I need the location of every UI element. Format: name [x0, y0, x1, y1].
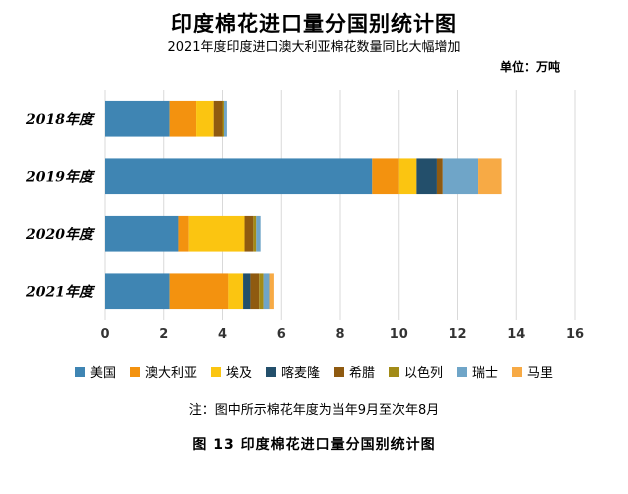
legend-label: 美国: [89, 366, 116, 381]
bar-segment: [256, 215, 261, 252]
bar-segment: [105, 273, 170, 310]
chart-note: 注：图中所示棉花年度为当年9月至次年8月: [188, 403, 440, 418]
bar-segment: [105, 100, 170, 137]
bar-segment: [178, 215, 189, 252]
bar-segment: [253, 215, 257, 252]
legend-swatch: [210, 366, 221, 377]
x-tick-label: 16: [566, 327, 584, 342]
chart-legend: 美国 澳大利亚 埃及 喀麦隆 希腊 以色列 瑞士 马里: [0, 362, 628, 381]
x-tick-label: 4: [218, 327, 227, 342]
bar-segment: [105, 158, 373, 195]
bar-segment: [188, 215, 245, 252]
bar-segment: [222, 100, 224, 137]
x-tick-label: 0: [100, 327, 109, 342]
y-category-label: 2021年度: [25, 283, 96, 300]
bar-segment: [436, 158, 443, 195]
bar-segment: [105, 215, 179, 252]
legend-label: 以色列: [404, 366, 444, 381]
chart-subtitle: 2021年度印度进口澳大利亚棉花数量同比大幅增加: [167, 40, 461, 55]
legend-swatch: [334, 366, 344, 377]
legend-item: 希腊: [334, 362, 375, 381]
legend-swatch: [457, 366, 468, 377]
y-category-label: 2019年度: [25, 168, 96, 185]
legend-item: 埃及: [210, 362, 252, 381]
bar-segment: [398, 158, 417, 195]
legend-label: 埃及: [225, 366, 252, 381]
legend-swatch: [389, 366, 400, 377]
bar-segment: [196, 100, 214, 137]
bar-segment: [169, 100, 197, 137]
bar-segment: [259, 273, 264, 310]
bar-segment: [442, 158, 479, 195]
legend-item: 瑞士: [457, 362, 498, 381]
x-tick-label: 8: [335, 327, 344, 342]
bar-segment: [213, 100, 223, 137]
bar-segment: [372, 158, 399, 195]
figure-caption: 图 13 印度棉花进口量分国别统计图: [192, 437, 436, 453]
unit-label: 单位：万吨: [499, 60, 560, 74]
legend-label: 喀麦隆: [280, 366, 320, 381]
bar-segment: [416, 158, 437, 195]
y-category-label: 2020年度: [25, 226, 96, 243]
legend-swatch: [512, 366, 523, 377]
x-tick-label: 12: [448, 327, 466, 342]
x-tick-label: 2: [159, 327, 168, 342]
bar-segment: [228, 273, 244, 310]
bar-segment: [243, 273, 251, 310]
legend-swatch: [74, 366, 85, 377]
legend-item: 澳大利亚: [129, 362, 197, 381]
bar-segment: [478, 158, 502, 195]
legend-item: 以色列: [389, 362, 443, 381]
legend-swatch: [265, 366, 276, 377]
legend-label: 澳大利亚: [144, 366, 197, 381]
x-tick-label: 10: [390, 327, 408, 342]
bar-segment: [223, 100, 227, 137]
x-tick-label: 14: [507, 327, 525, 342]
bar-segment: [269, 273, 274, 310]
legend-item: 马里: [512, 362, 553, 381]
bar-segment: [263, 273, 270, 310]
legend-label: 瑞士: [472, 366, 499, 381]
legend-label: 马里: [527, 366, 554, 381]
bar-segment: [169, 273, 229, 310]
legend-swatch: [129, 366, 140, 377]
y-category-label: 2018年度: [25, 111, 96, 128]
chart-title: 印度棉花进口量分国别统计图: [171, 12, 457, 36]
x-tick-label: 6: [277, 327, 286, 342]
bar-segment: [244, 215, 254, 252]
legend-label: 希腊: [349, 366, 376, 381]
stacked-bar-chart: 0 2 4 6 8 10 12 14 16 2018年度 2019年度 2020年度 2021年度: [25, 90, 584, 342]
legend-item: 美国: [74, 362, 116, 381]
bar-segment: [250, 273, 260, 310]
legend-item: 喀麦隆: [265, 362, 320, 381]
